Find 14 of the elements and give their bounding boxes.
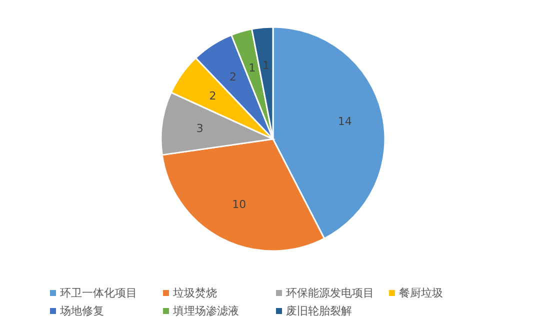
legend-label: 餐厨垃圾 bbox=[399, 286, 443, 300]
data-label: 2 bbox=[230, 70, 237, 84]
data-label: 1 bbox=[262, 58, 270, 72]
data-label: 2 bbox=[209, 90, 216, 103]
data-label: 1 bbox=[248, 62, 256, 75]
legend-label: 废旧轮胎裂解 bbox=[286, 304, 352, 318]
legend-label: 场地修复 bbox=[59, 304, 104, 318]
legend-label: 环保能源发电项目 bbox=[286, 286, 374, 300]
data-label: 14 bbox=[338, 115, 352, 128]
legend-label: 环卫一体化项目 bbox=[60, 286, 137, 300]
legend-label: 填埋场渗滤液 bbox=[172, 304, 239, 318]
legend-label: 垃圾焚烧 bbox=[172, 286, 217, 300]
data-label: 3 bbox=[196, 122, 204, 135]
data-label: 10 bbox=[232, 198, 246, 212]
